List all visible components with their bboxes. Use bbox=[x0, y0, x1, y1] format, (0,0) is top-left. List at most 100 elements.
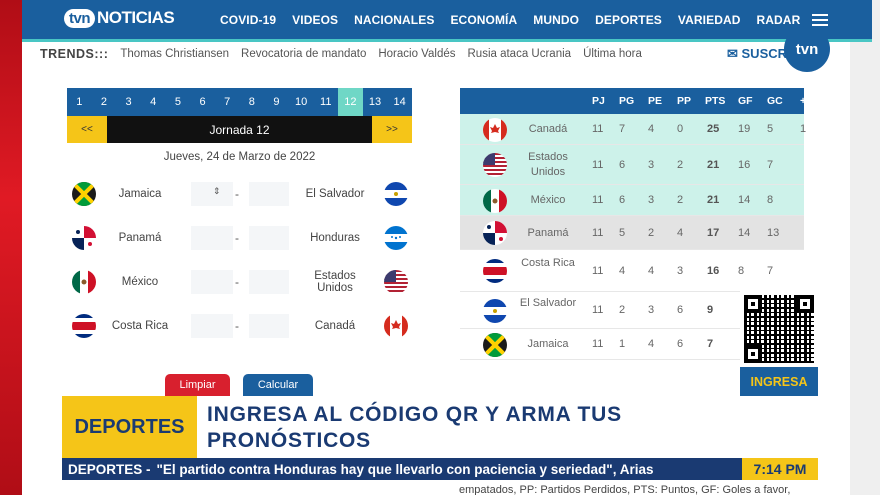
standings-pj: 11 bbox=[592, 304, 604, 316]
standings-diff: 1 bbox=[800, 123, 807, 135]
standings-gf: 14 bbox=[738, 194, 751, 206]
nav-links: COVID-19 VIDEOS NACIONALES ECONOMÍA MUND… bbox=[220, 13, 800, 27]
nav-mundo[interactable]: MUNDO bbox=[533, 13, 580, 27]
standings-pp: 6 bbox=[677, 304, 684, 316]
standings-gc: 7 bbox=[767, 264, 774, 277]
jornada-bar: << Jornada 12 >> bbox=[67, 116, 412, 143]
standings-pe: 4 bbox=[648, 338, 655, 350]
home-score-input[interactable] bbox=[191, 270, 233, 294]
away-team: El Salvador bbox=[305, 188, 365, 200]
jornada-number[interactable]: 13 bbox=[368, 96, 382, 108]
jornada-number[interactable]: 5 bbox=[174, 96, 181, 108]
standings-pts: 16 bbox=[707, 264, 720, 277]
spinner-icon[interactable]: ⇕ bbox=[213, 186, 221, 196]
standings-pg: 6 bbox=[619, 158, 626, 171]
jornada-number[interactable]: 12 bbox=[338, 88, 363, 116]
scrollbar-track[interactable] bbox=[850, 0, 880, 495]
standings-pg: 6 bbox=[619, 194, 626, 206]
trend-link[interactable]: Última hora bbox=[583, 48, 642, 60]
jornada-number[interactable]: 7 bbox=[224, 96, 231, 108]
standings-row: Canadá 11 7 4 0 25 19 5 1 bbox=[460, 114, 807, 145]
nav-covid[interactable]: COVID-19 bbox=[220, 13, 277, 27]
nav-economia[interactable]: ECONOMÍA bbox=[450, 13, 518, 27]
nav-videos[interactable]: VIDEOS bbox=[292, 13, 339, 27]
score-separator: - bbox=[235, 319, 239, 333]
background-left bbox=[0, 0, 22, 495]
trends-bar: TRENDS::: Thomas Christiansen Revocatori… bbox=[40, 47, 642, 61]
trends-label: TRENDS::: bbox=[40, 47, 109, 61]
match-row: Jamaica ⇕ - El Salvador bbox=[67, 179, 412, 209]
lower-third-tag: DEPORTES bbox=[62, 396, 197, 458]
top-nav: tvn NOTICIAS COVID-19 VIDEOS NACIONALES … bbox=[22, 0, 872, 42]
prev-jornada-button[interactable]: << bbox=[67, 116, 107, 143]
standings-team-name: El Salvador bbox=[519, 296, 577, 309]
hamburger-menu-icon[interactable] bbox=[812, 14, 828, 26]
clear-button[interactable]: Limpiar bbox=[165, 374, 230, 396]
away-score-input[interactable] bbox=[249, 314, 289, 338]
away-score-input[interactable] bbox=[249, 226, 289, 250]
home-score-input[interactable] bbox=[191, 314, 233, 338]
logo-mark: tvn bbox=[64, 8, 95, 28]
next-jornada-button[interactable]: >> bbox=[372, 116, 412, 143]
trend-link[interactable]: Thomas Christiansen bbox=[120, 48, 230, 60]
away-team: Estados Unidos bbox=[314, 270, 356, 294]
standings-gf: 19 bbox=[738, 123, 751, 135]
home-score-input[interactable] bbox=[191, 226, 233, 250]
qr-label: INGRESA bbox=[740, 367, 818, 397]
standings-team-name: México bbox=[530, 194, 566, 206]
away-team: Canadá bbox=[314, 320, 356, 332]
away-flag-icon bbox=[384, 182, 408, 206]
jornada-number[interactable]: 1 bbox=[76, 96, 83, 108]
standings-pp: 0 bbox=[677, 123, 684, 135]
standings-pts: 9 bbox=[707, 304, 714, 316]
standings-gc: 5 bbox=[767, 123, 774, 135]
team-flag-icon bbox=[483, 259, 507, 283]
jornada-number[interactable]: 14 bbox=[393, 96, 406, 108]
standings-team-name: Estados Unidos bbox=[528, 151, 568, 178]
nav-deportes[interactable]: DEPORTES bbox=[595, 13, 662, 27]
legend-footnote: empatados, PP: Partidos Perdidos, PTS: P… bbox=[459, 484, 791, 495]
home-score-input[interactable] bbox=[191, 182, 233, 206]
standings-pe: 4 bbox=[648, 264, 655, 277]
standings-pj: 11 bbox=[592, 338, 604, 350]
jornada-number[interactable]: 8 bbox=[248, 96, 255, 108]
jornada-selector: 1 2 3 4 5 6 7 8 9 10 11 12 13 14 bbox=[67, 88, 412, 116]
logo-text: NOTICIAS bbox=[97, 8, 175, 27]
ticker-text: "El partido contra Honduras hay que llev… bbox=[156, 461, 654, 477]
calculate-button[interactable]: Calcular bbox=[243, 374, 313, 396]
team-flag-icon bbox=[483, 117, 507, 142]
subscribe-link[interactable]: ✉ SUSCR bbox=[727, 46, 788, 61]
jornada-number[interactable]: 4 bbox=[150, 96, 157, 108]
tvn-logo[interactable]: tvn NOTICIAS bbox=[64, 8, 175, 28]
away-score-input[interactable] bbox=[249, 182, 289, 206]
standings-column-header: PJ bbox=[592, 95, 605, 107]
standings-gf: 8 bbox=[738, 264, 745, 277]
standings-row: México 11 6 3 2 21 14 8 bbox=[460, 185, 804, 216]
jornada-number[interactable]: 10 bbox=[294, 96, 308, 108]
jornada-number[interactable]: 9 bbox=[273, 96, 280, 108]
standings-pg: 4 bbox=[619, 264, 626, 277]
standings-pg: 1 bbox=[619, 338, 626, 350]
jornada-number[interactable]: 3 bbox=[125, 96, 132, 108]
standings-pg: 5 bbox=[619, 226, 626, 239]
team-flag-icon bbox=[483, 221, 507, 245]
home-team: Panamá bbox=[118, 232, 162, 244]
trend-link[interactable]: Revocatoria de mandato bbox=[241, 48, 367, 60]
home-flag-icon bbox=[72, 182, 96, 206]
jornada-number[interactable]: 6 bbox=[199, 96, 206, 108]
nav-nacionales[interactable]: NACIONALES bbox=[354, 13, 435, 27]
nav-radar[interactable]: RADAR bbox=[756, 13, 801, 27]
away-score-input[interactable] bbox=[249, 270, 289, 294]
standings-column-header: PTS bbox=[705, 95, 726, 107]
nav-variedad[interactable]: VARIEDAD bbox=[677, 13, 741, 27]
standings-pe: 3 bbox=[648, 304, 655, 316]
trend-link[interactable]: Horacio Valdés bbox=[378, 48, 456, 60]
team-flag-icon bbox=[483, 153, 507, 177]
broadcast-clock: 7:14 PM bbox=[742, 458, 818, 480]
standings-pe: 4 bbox=[648, 123, 655, 135]
standings-pe: 3 bbox=[648, 158, 655, 171]
qr-code bbox=[740, 291, 818, 367]
trend-link[interactable]: Rusia ataca Ucrania bbox=[467, 48, 572, 60]
jornada-number[interactable]: 11 bbox=[320, 96, 332, 108]
jornada-number[interactable]: 2 bbox=[100, 96, 108, 108]
